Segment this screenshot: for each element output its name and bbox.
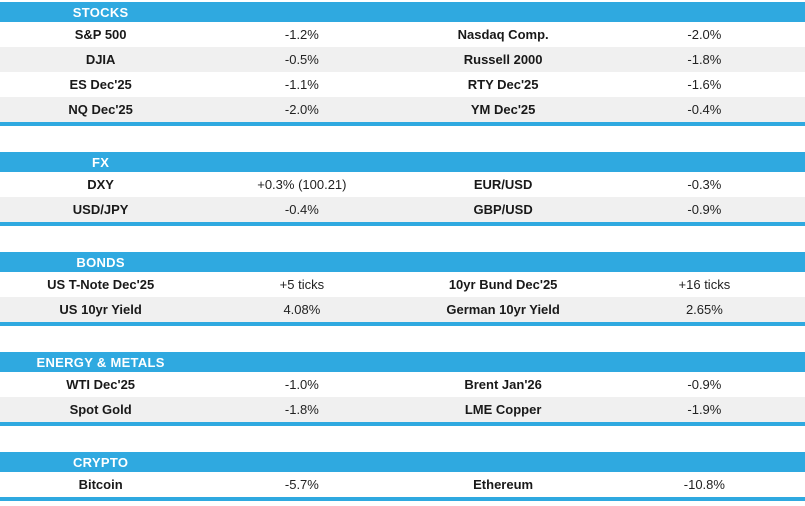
table-row: DJIA -0.5% Russell 2000 -1.8%: [0, 47, 805, 72]
table-row: NQ Dec'25 -2.0% YM Dec'25 -0.4%: [0, 97, 805, 122]
table-row: US 10yr Yield 4.08% German 10yr Yield 2.…: [0, 297, 805, 322]
section-header-fx: FX: [0, 152, 805, 172]
instrument-label: LME Copper: [464, 402, 542, 417]
section-bottom-rule: [0, 222, 805, 226]
table-row: US T-Note Dec'25 +5 ticks 10yr Bund Dec'…: [0, 272, 805, 297]
instrument-value: +16 ticks: [678, 277, 731, 292]
table-row: WTI Dec'25 -1.0% Brent Jan'26 -0.9%: [0, 372, 805, 397]
table-row: Bitcoin -5.7% Ethereum -10.8%: [0, 472, 805, 497]
instrument-label: Russell 2000: [463, 52, 543, 67]
instrument-label: GBP/USD: [473, 202, 533, 217]
section-bottom-rule: [0, 497, 805, 501]
section-bottom-rule: [0, 322, 805, 326]
section-energy-metals: ENERGY & METALS WTI Dec'25 -1.0% Brent J…: [0, 352, 805, 426]
instrument-label: NQ Dec'25: [68, 102, 133, 117]
instrument-label: Bitcoin: [78, 477, 123, 492]
instrument-value: -0.4%: [284, 202, 319, 217]
instrument-label: Brent Jan'26: [464, 377, 542, 392]
instrument-value: -1.9%: [687, 402, 722, 417]
section-title: BONDS: [76, 254, 125, 270]
instrument-label: RTY Dec'25: [467, 77, 539, 92]
section-title: FX: [92, 154, 110, 170]
instrument-label: S&P 500: [74, 27, 127, 42]
instrument-label: US 10yr Yield: [59, 302, 142, 317]
instrument-label: YM Dec'25: [470, 102, 536, 117]
instrument-label: DJIA: [85, 52, 116, 67]
section-title: ENERGY & METALS: [36, 354, 165, 370]
instrument-value: 2.65%: [685, 302, 723, 317]
instrument-value: -2.0%: [687, 27, 722, 42]
instrument-value: -2.0%: [284, 102, 319, 117]
table-row: S&P 500 -1.2% Nasdaq Comp. -2.0%: [0, 22, 805, 47]
table-row: DXY +0.3% (100.21) EUR/USD -0.3%: [0, 172, 805, 197]
section-header-energy-metals: ENERGY & METALS: [0, 352, 805, 372]
instrument-label: 10yr Bund Dec'25: [448, 277, 558, 292]
section-title: STOCKS: [72, 4, 129, 20]
section-title: CRYPTO: [72, 454, 129, 470]
instrument-label: Spot Gold: [69, 402, 132, 417]
table-row: USD/JPY -0.4% GBP/USD -0.9%: [0, 197, 805, 222]
instrument-value: +5 ticks: [279, 277, 325, 292]
section-crypto: CRYPTO Bitcoin -5.7% Ethereum -10.8%: [0, 452, 805, 501]
instrument-label: German 10yr Yield: [446, 302, 560, 317]
instrument-value: -10.8%: [683, 477, 725, 492]
instrument-value: -1.6%: [687, 77, 722, 92]
instrument-label: WTI Dec'25: [66, 377, 136, 392]
instrument-label: EUR/USD: [473, 177, 533, 192]
section-header-bonds: BONDS: [0, 252, 805, 272]
instrument-label: Ethereum: [473, 477, 534, 492]
section-bottom-rule: [0, 422, 805, 426]
section-stocks: STOCKS S&P 500 -1.2% Nasdaq Comp. -2.0% …: [0, 2, 805, 126]
instrument-value: -0.3%: [687, 177, 722, 192]
instrument-value: -1.8%: [687, 52, 722, 67]
section-bonds: BONDS US T-Note Dec'25 +5 ticks 10yr Bun…: [0, 252, 805, 326]
instrument-label: USD/JPY: [72, 202, 129, 217]
instrument-value: -5.7%: [284, 477, 319, 492]
instrument-value: -0.5%: [284, 52, 319, 67]
instrument-value: -1.2%: [284, 27, 319, 42]
instrument-value: -0.9%: [687, 202, 722, 217]
instrument-value: -0.4%: [687, 102, 722, 117]
instrument-value: -0.9%: [687, 377, 722, 392]
section-header-stocks: STOCKS: [0, 2, 805, 22]
instrument-value: -1.0%: [284, 377, 319, 392]
instrument-value: 4.08%: [283, 302, 321, 317]
section-bottom-rule: [0, 122, 805, 126]
instrument-label: DXY: [87, 177, 114, 192]
instrument-label: ES Dec'25: [69, 77, 132, 92]
table-row: ES Dec'25 -1.1% RTY Dec'25 -1.6%: [0, 72, 805, 97]
section-header-crypto: CRYPTO: [0, 452, 805, 472]
instrument-value: +0.3% (100.21): [257, 177, 347, 192]
table-row: Spot Gold -1.8% LME Copper -1.9%: [0, 397, 805, 422]
instrument-label: Nasdaq Comp.: [457, 27, 549, 42]
section-fx: FX DXY +0.3% (100.21) EUR/USD -0.3% USD/…: [0, 152, 805, 226]
instrument-label: US T-Note Dec'25: [47, 277, 155, 292]
instrument-value: -1.1%: [284, 77, 319, 92]
instrument-value: -1.8%: [284, 402, 319, 417]
